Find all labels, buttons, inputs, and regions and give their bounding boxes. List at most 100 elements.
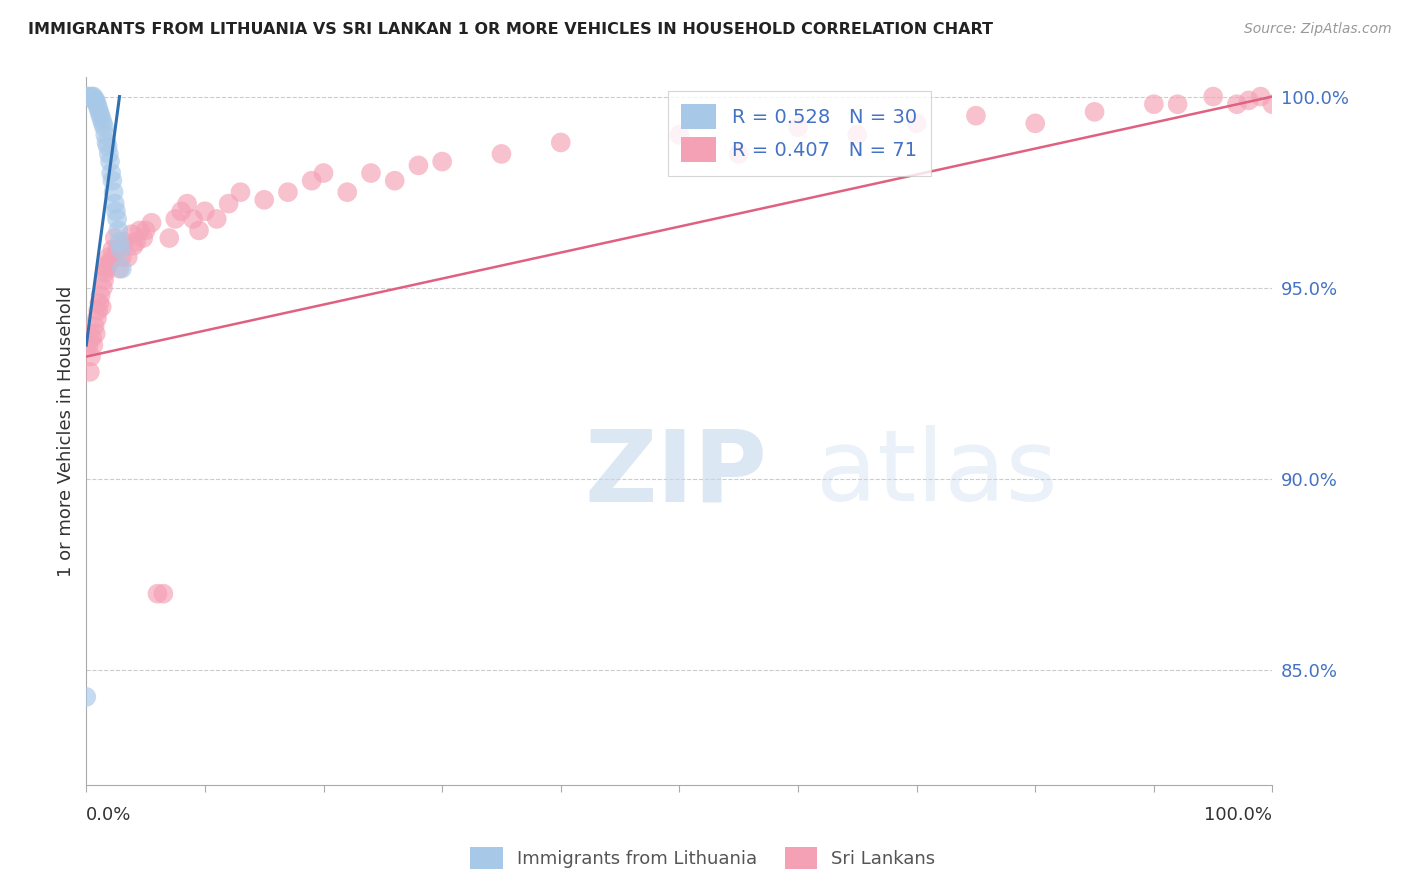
Point [103,185,125,199]
Point [430,154,453,169]
Point [194,204,217,219]
Point [87,303,110,318]
Point [229,185,252,199]
Point [82,89,104,103]
Point [1024,116,1046,130]
Point [97,258,120,272]
Point [89,109,111,123]
Point [97,139,120,153]
Point [84,326,107,341]
Point [965,109,987,123]
Point [97,147,120,161]
Point [360,166,382,180]
Legend: R = 0.528   N = 30, R = 0.407   N = 71: R = 0.528 N = 30, R = 0.407 N = 71 [668,91,931,176]
Point [83,94,105,108]
Point [98,254,121,268]
Point [111,261,134,276]
Point [82,330,104,344]
Point [90,112,112,127]
Point [87,101,110,115]
Point [152,587,174,601]
Point [157,231,180,245]
Point [277,185,299,199]
Text: ZIP: ZIP [585,425,768,522]
Legend: Immigrants from Lithuania, Sri Lankans: Immigrants from Lithuania, Sri Lankans [461,838,945,879]
Point [1202,89,1225,103]
Point [96,136,118,150]
Point [336,185,359,199]
Point [82,89,104,103]
Point [727,147,749,161]
Point [122,238,145,252]
Text: 100.0%: 100.0% [1205,806,1272,824]
Point [491,147,513,161]
Text: IMMIGRANTS FROM LITHUANIA VS SRI LANKAN 1 OR MORE VEHICLES IN HOUSEHOLD CORRELAT: IMMIGRANTS FROM LITHUANIA VS SRI LANKAN … [28,22,993,37]
Point [787,120,810,135]
Point [128,223,150,237]
Point [312,166,335,180]
Point [75,690,97,704]
Point [1083,104,1105,119]
Point [83,318,105,333]
Point [1250,89,1272,103]
Point [83,94,105,108]
Point [141,216,163,230]
Point [90,300,112,314]
Y-axis label: 1 or more Vehicles in Household: 1 or more Vehicles in Household [58,285,75,577]
Point [86,311,108,326]
Point [94,265,117,279]
Point [205,211,228,226]
Point [84,94,107,108]
Point [905,116,928,130]
Point [1237,94,1260,108]
Point [107,223,129,237]
Point [80,350,103,364]
Point [550,136,572,150]
Point [384,174,406,188]
Point [112,235,135,249]
Point [93,120,115,135]
Point [76,89,98,103]
Point [1143,97,1166,112]
Point [176,196,198,211]
Point [105,211,128,226]
Point [108,261,131,276]
Point [79,89,101,103]
Point [105,243,128,257]
Point [1226,97,1249,112]
Point [98,154,121,169]
Point [125,235,148,249]
Point [77,338,100,352]
Point [82,338,104,352]
Point [111,250,134,264]
Point [93,273,115,287]
Point [94,128,117,142]
Text: Source: ZipAtlas.com: Source: ZipAtlas.com [1244,22,1392,37]
Point [86,97,108,112]
Point [146,587,169,601]
Text: 0.0%: 0.0% [86,806,132,824]
Point [253,193,276,207]
Point [91,116,114,130]
Point [104,231,127,245]
Point [96,261,118,276]
Point [170,204,193,219]
Point [97,250,120,264]
Point [1167,97,1189,112]
Point [100,166,122,180]
Point [117,250,139,264]
Point [120,227,142,242]
Point [301,174,323,188]
Point [89,104,111,119]
Text: atlas: atlas [815,425,1057,522]
Point [79,365,101,379]
Point [110,243,132,257]
Point [135,223,157,237]
Point [1261,97,1284,112]
Point [108,235,131,249]
Point [91,281,114,295]
Point [104,204,127,219]
Point [668,128,690,142]
Point [132,231,155,245]
Point [101,243,124,257]
